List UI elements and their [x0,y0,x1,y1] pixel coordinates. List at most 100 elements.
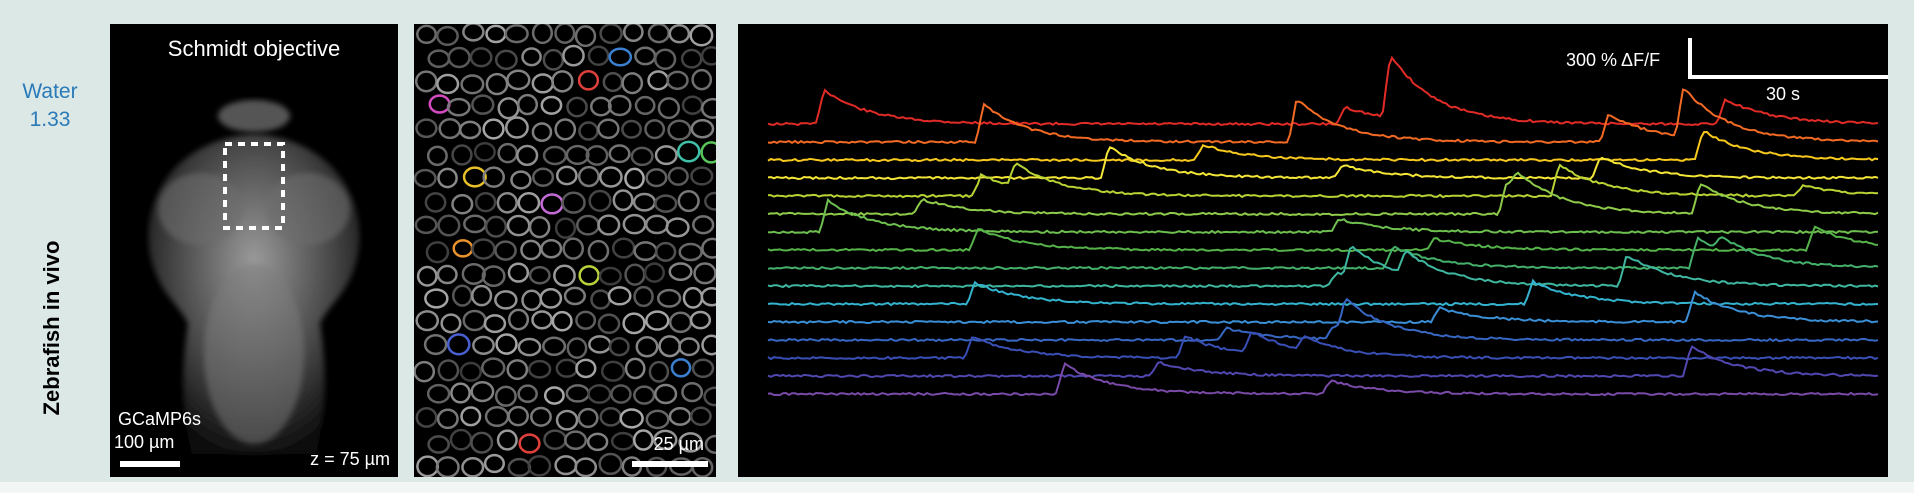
cell-ring [653,48,677,71]
cell-ring [427,49,451,68]
cell-ring [689,406,712,426]
cell-ring [507,308,530,331]
cell-ring [587,384,612,404]
cell-ring [462,309,487,332]
cell-ring [654,383,678,405]
cell-ring [482,118,505,140]
cell-ring [590,289,612,310]
cell-ring [668,24,691,44]
cell-ring [588,189,612,212]
cell-ring [507,457,532,477]
calcium-trace [767,289,1879,325]
cell-ring [437,359,460,382]
cell-ring [598,452,623,476]
cell-ring [481,357,506,378]
cell-ring [598,266,622,286]
zoom-region-box [223,142,285,230]
cell-ring [566,96,588,118]
cell-ring [440,313,462,334]
cell-ring [678,242,703,262]
calcium-trace [767,278,1879,307]
cell-ring [704,434,716,454]
cell-ring [630,146,654,167]
cell-ring [599,166,623,188]
cell-ring [610,431,636,451]
cell-ring [648,360,670,383]
scale-y-bar [1688,38,1692,78]
cell-ring [682,286,704,309]
depth-label: z = 75 µm [310,449,390,469]
cell-ring [588,335,612,354]
cell-ring [692,215,715,235]
cell-ring [435,456,460,477]
cell-ring [437,167,458,189]
cell-ring [518,433,541,454]
cell-ring [565,144,590,166]
cell-field-panel: 25 µm [414,24,716,477]
calcium-trace [767,55,1879,127]
cell-ring [633,385,656,405]
cell-ring [494,385,517,407]
cell-ring [521,47,542,67]
cell-ring [496,429,518,451]
cell-ring [608,337,630,357]
cell-ring [574,25,597,48]
scale-x-label: 30 s [1766,84,1801,104]
cell-ring [589,96,612,117]
cell-ring [612,189,634,212]
cell-ring [516,144,539,167]
calcium-trace [767,171,1879,217]
cell-ring [575,358,597,379]
cell-ring [668,311,693,334]
cell-ring [667,119,692,141]
cell-ring [504,24,529,44]
cell-ring [521,289,543,312]
cell-ring [532,167,555,187]
cell-ring [527,455,552,477]
cell-ring [635,336,659,358]
cell-ring [701,334,716,356]
cell-ring [452,284,473,307]
cell-ring [610,384,632,404]
cell-ring [415,118,438,139]
cell-ring [471,238,496,260]
cell-ring [554,24,576,44]
cell-ring [531,122,553,142]
cell-ring [497,97,520,120]
cell-ring [517,337,542,357]
cell-ring [459,361,482,382]
cell-ring [577,165,600,188]
cell-ring [416,24,438,45]
cell-ring [494,49,518,71]
cell-ring [516,93,539,116]
cell-ring [554,217,577,239]
cell-ring [668,262,693,281]
cell-ring [677,190,700,213]
cell-ring [622,213,647,235]
cell-ring [666,70,689,91]
cell-ring [481,265,506,288]
cell-ring [426,145,448,167]
cell-ring [436,73,460,95]
cell-ring [645,310,670,331]
bottom-band [0,482,1914,493]
cell-ring [680,48,703,69]
cell-ring [693,262,716,285]
cell-ring [458,120,482,140]
cell-ring [423,333,448,356]
cell-ring [484,405,510,428]
cell-ring [436,408,459,430]
medium-index: 1.33 [29,108,71,131]
cell-ring [543,386,565,405]
cell-ring [450,382,471,404]
calcium-trace [767,146,1879,181]
cell-ring [415,310,440,332]
cell-ring [447,46,471,69]
cell-ring [495,333,518,355]
cell-ring [506,69,531,91]
traces-panel: 300 % ΔF/F 30 s [738,24,1888,477]
cell-ring [531,310,553,330]
calcium-trace [767,362,1879,397]
cell-ring [700,141,716,164]
cell-ring [554,118,577,141]
